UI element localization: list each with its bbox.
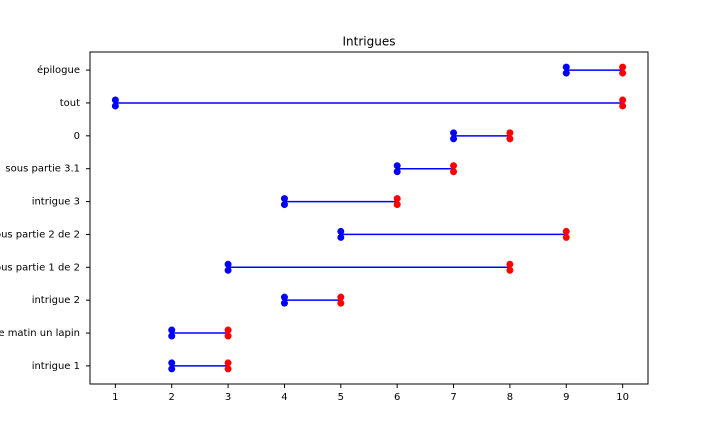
y-tick-label: 0 xyxy=(74,131,80,142)
y-tick-label: intrigue 1 xyxy=(32,361,80,372)
y-tick-label: sous partie 3.1 xyxy=(5,164,80,175)
y-tick-label: intrigue 3 xyxy=(32,197,80,208)
point xyxy=(224,326,232,334)
point xyxy=(168,326,176,334)
point xyxy=(562,233,570,241)
x-tick-label: 8 xyxy=(507,392,513,403)
point xyxy=(393,195,401,203)
x-tick-label: 10 xyxy=(616,392,629,403)
point xyxy=(619,102,627,110)
point xyxy=(506,260,514,268)
point xyxy=(337,299,345,307)
point xyxy=(168,365,176,373)
point xyxy=(337,293,345,301)
plot-frame xyxy=(89,51,649,385)
y-tick-label: sous partie 1 de 2 xyxy=(0,262,80,273)
point xyxy=(280,195,288,203)
point xyxy=(393,168,401,176)
point xyxy=(619,69,627,77)
point xyxy=(224,365,232,373)
point xyxy=(111,102,119,110)
x-tick-label: 3 xyxy=(225,392,231,403)
x-tick-label: 7 xyxy=(450,392,456,403)
y-tick-label: épilogue xyxy=(37,64,80,76)
point xyxy=(224,266,232,274)
point xyxy=(619,63,627,71)
point xyxy=(168,359,176,367)
x-tick-label: 2 xyxy=(169,392,175,403)
point xyxy=(337,233,345,241)
point xyxy=(280,293,288,301)
y-tick-label: tout xyxy=(60,98,80,109)
point xyxy=(450,129,458,137)
point xyxy=(280,299,288,307)
x-tick-label: 1 xyxy=(112,392,118,403)
point xyxy=(280,201,288,209)
point xyxy=(506,129,514,137)
x-tick-label: 5 xyxy=(338,392,344,403)
point xyxy=(337,227,345,235)
point xyxy=(562,227,570,235)
point xyxy=(506,266,514,274)
point xyxy=(562,63,570,71)
point xyxy=(224,359,232,367)
point xyxy=(450,135,458,143)
point xyxy=(506,135,514,143)
point xyxy=(562,69,570,77)
y-tick-label: sous partie 2 de 2 xyxy=(0,229,80,240)
y-tick-label: Ce matin un lapin xyxy=(0,328,80,339)
point xyxy=(450,162,458,170)
x-tick-label: 4 xyxy=(281,392,287,403)
point xyxy=(393,201,401,209)
x-tick-label: 9 xyxy=(563,392,569,403)
point xyxy=(168,332,176,340)
point xyxy=(111,96,119,104)
y-tick-label: intrigue 2 xyxy=(32,295,80,306)
point xyxy=(224,332,232,340)
point xyxy=(224,260,232,268)
point xyxy=(393,162,401,170)
chart-title: Intrigues xyxy=(343,35,396,49)
x-tick-label: 6 xyxy=(394,392,400,403)
point xyxy=(619,96,627,104)
point xyxy=(450,168,458,176)
